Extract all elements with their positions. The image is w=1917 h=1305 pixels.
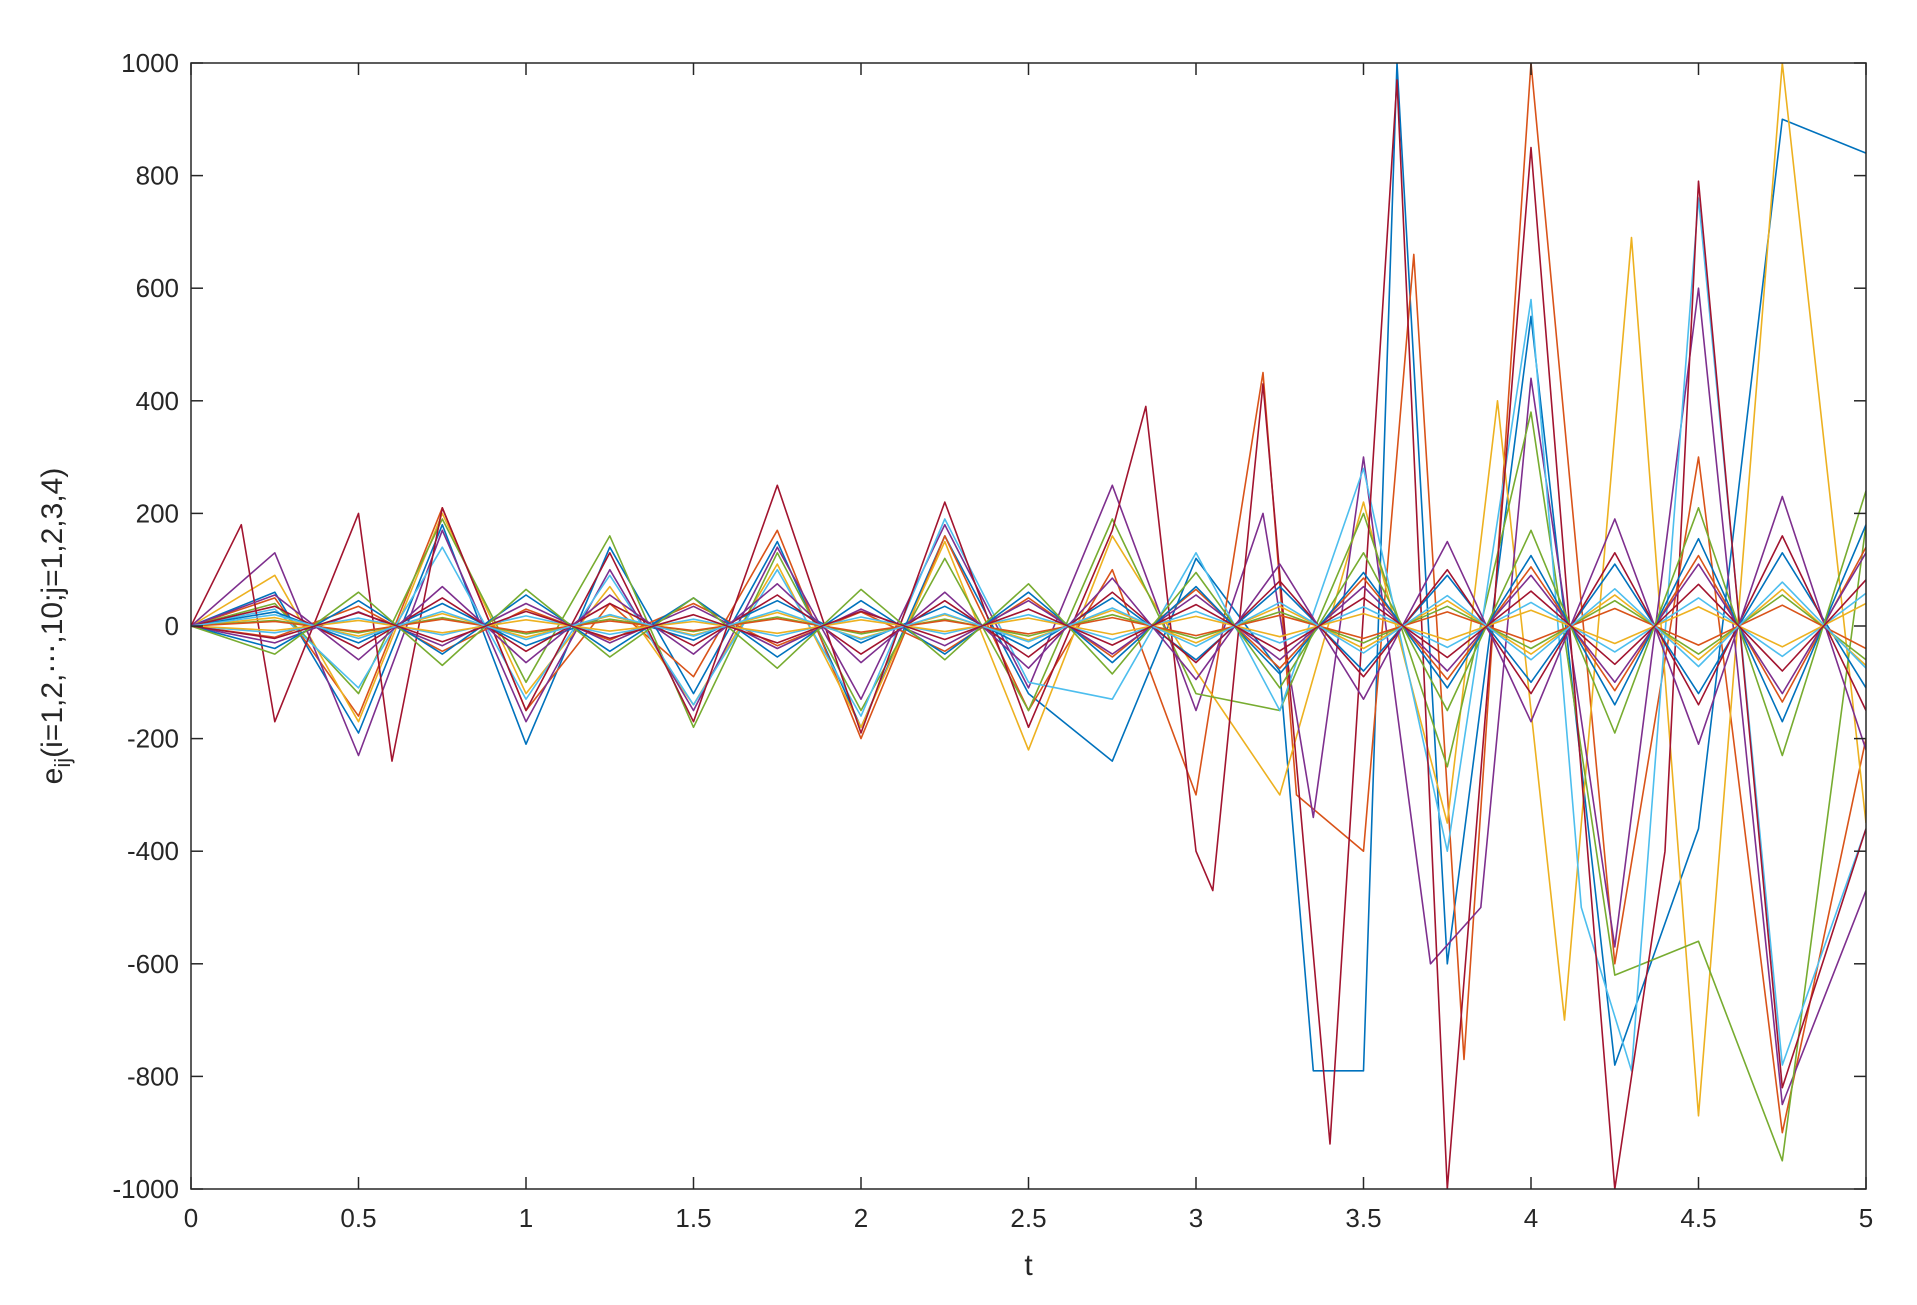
series-line-18: [191, 495, 1866, 751]
x-tick-label: 0: [184, 1203, 198, 1233]
series-line-6: [191, 197, 1866, 1072]
series-line-21: [191, 579, 1866, 672]
y-tick-label: -600: [127, 949, 179, 979]
y-tick-label: 600: [136, 273, 179, 303]
y-tick-label: 800: [136, 161, 179, 191]
series-line-14: [191, 535, 1866, 711]
series-line-17: [191, 602, 1866, 648]
x-tick-label: 2: [854, 1203, 868, 1233]
series-layer: [191, 63, 1866, 1189]
y-axis-label: eij(i=1,2,⋯,10;j=1,2,3,4): [36, 468, 75, 785]
x-tick-label: 0.5: [340, 1203, 376, 1233]
x-axis-label: t: [1024, 1249, 1033, 1282]
series-line-8: [191, 551, 1866, 695]
series-line-15: [191, 524, 1866, 723]
series-line-19: [191, 490, 1866, 757]
tick-layer: 0 0.5 1 1.5 2 2.5 3 3.5 4 4.5 5 -1000 -800 -600 -400 -2…: [113, 48, 1874, 1233]
series-line-9: [191, 546, 1866, 703]
x-tick-label: 2.5: [1010, 1203, 1046, 1233]
y-tick-label: -400: [127, 836, 179, 866]
x-tick-label: 3: [1189, 1203, 1203, 1233]
y-tick-label: 0: [165, 611, 179, 641]
y-tick-label: -1000: [113, 1174, 180, 1204]
x-tick-label: 3.5: [1345, 1203, 1381, 1233]
y-axis-label-base: e: [36, 768, 69, 785]
y-tick-label: 200: [136, 498, 179, 528]
series-line-4: [191, 287, 1866, 1106]
series-line-16: [191, 604, 1866, 650]
series-line-7: [191, 79, 1866, 1189]
x-tick-label: 1.5: [675, 1203, 711, 1233]
y-tick-label: 1000: [121, 48, 179, 78]
x-tick-label: 4.5: [1680, 1203, 1716, 1233]
series-line-3: [191, 63, 1866, 1117]
y-tick-label: -800: [127, 1061, 179, 1091]
x-tick-label: 5: [1859, 1203, 1873, 1233]
x-tick-label: 4: [1524, 1203, 1538, 1233]
y-axis-label-subscript: ij: [50, 758, 75, 768]
x-tick-label: 1: [519, 1203, 533, 1233]
y-tick-label: 400: [136, 386, 179, 416]
y-axis-label-rest: (i=1,2,⋯,10;j=1,2,3,4): [36, 468, 69, 758]
series-line-20: [191, 581, 1866, 669]
y-tick-label: -200: [127, 724, 179, 754]
